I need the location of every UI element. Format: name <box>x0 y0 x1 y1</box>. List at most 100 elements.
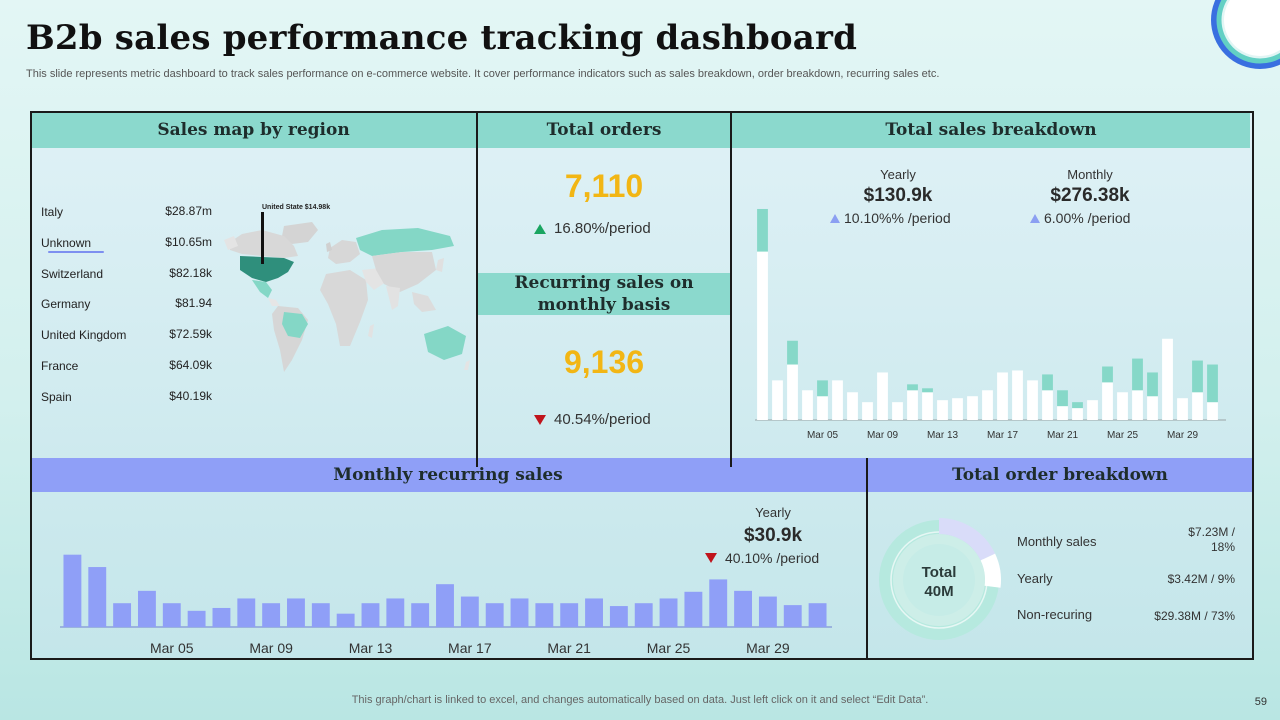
map-se-asia[interactable] <box>412 292 436 312</box>
recurring-bar-25[interactable] <box>659 598 678 627</box>
sales-bar-recurring-20[interactable] <box>1042 374 1053 391</box>
recurring-bar-7[interactable] <box>212 607 231 627</box>
region-name-spain: Spain <box>41 390 72 404</box>
recurring-bar-30[interactable] <box>783 605 802 627</box>
sales-bar-base-29[interactable] <box>1177 398 1188 420</box>
sales-bar-base-24[interactable] <box>1102 382 1113 420</box>
map-greenland[interactable] <box>282 222 318 244</box>
sales-bar-recurring-26[interactable] <box>1132 358 1143 391</box>
sales-bar-base-25[interactable] <box>1117 392 1128 420</box>
recurring-bar-10[interactable] <box>287 598 305 627</box>
sales-bar-base-30[interactable] <box>1192 392 1203 420</box>
map-australia[interactable] <box>424 326 466 360</box>
sales-bar-base-9[interactable] <box>877 372 888 420</box>
sales-bar-base-12[interactable] <box>922 392 933 420</box>
sales-bar-recurring-3[interactable] <box>787 340 798 365</box>
recurring-bar-18[interactable] <box>485 603 504 627</box>
sales-bar-base-23[interactable] <box>1087 400 1098 420</box>
recurring-bar-24[interactable] <box>634 603 653 627</box>
recurring-bar-19[interactable] <box>510 598 529 627</box>
sales-bar-base-8[interactable] <box>862 402 873 420</box>
map-brazil[interactable] <box>282 312 308 338</box>
sales-bar-base-22[interactable] <box>1072 408 1083 420</box>
sales-bar-base-19[interactable] <box>1027 380 1038 420</box>
recurring-bar-6[interactable] <box>187 610 206 627</box>
sales-bar-recurring-1[interactable] <box>757 208 768 252</box>
recurring-bar-3[interactable] <box>113 603 132 627</box>
sales-bar-recurring-5[interactable] <box>817 380 828 397</box>
sales-bar-base-13[interactable] <box>937 400 948 420</box>
recurring-bar-26[interactable] <box>684 591 703 627</box>
map-mexico[interactable] <box>252 280 272 298</box>
map-japan[interactable] <box>436 258 444 272</box>
recurring-bar-16[interactable] <box>436 584 454 627</box>
map-europe[interactable] <box>328 240 360 264</box>
sales-bar-base-7[interactable] <box>847 392 858 420</box>
recurring-bar-14[interactable] <box>386 598 405 627</box>
recurring-bar-21[interactable] <box>560 603 579 627</box>
recurring-bar-22[interactable] <box>585 598 603 627</box>
recurring-bar-28[interactable] <box>734 590 753 627</box>
map-uk[interactable] <box>326 242 332 252</box>
map-central-america[interactable] <box>268 298 280 306</box>
map-asia[interactable] <box>372 252 436 292</box>
recurring-bar-13[interactable] <box>361 603 380 627</box>
sales-bar-base-26[interactable] <box>1132 390 1143 420</box>
recurring-bar-4[interactable] <box>137 590 156 627</box>
sales-bar-base-27[interactable] <box>1147 396 1158 420</box>
recurring-bar-29[interactable] <box>758 596 777 627</box>
sales-bar-base-28[interactable] <box>1162 338 1173 420</box>
donut-slice-yearly[interactable] <box>980 553 1001 588</box>
sales-bar-base-11[interactable] <box>907 390 918 420</box>
map-africa[interactable] <box>320 270 368 346</box>
sales-bar-base-10[interactable] <box>892 402 903 420</box>
sales-bar-base-6[interactable] <box>832 380 843 420</box>
recurring-bar-9[interactable] <box>262 603 281 627</box>
sales-bar-recurring-12[interactable] <box>922 388 933 393</box>
map-usa[interactable] <box>240 256 294 282</box>
recurring-bar-5[interactable] <box>162 603 181 627</box>
recurring-bar-27[interactable] <box>709 579 728 627</box>
sales-bar-base-2[interactable] <box>772 380 783 420</box>
sales-bar-base-20[interactable] <box>1042 390 1053 420</box>
sales-bar-recurring-27[interactable] <box>1147 372 1158 397</box>
recurring-bar-11[interactable] <box>311 603 330 627</box>
sales-bar-recurring-30[interactable] <box>1192 360 1203 393</box>
map-india[interactable] <box>386 286 400 310</box>
map-alaska[interactable] <box>224 236 238 250</box>
donut-slice-monthly[interactable] <box>939 518 996 561</box>
recurring-bar-1[interactable] <box>63 554 82 627</box>
sales-bar-base-5[interactable] <box>817 396 828 420</box>
sales-bar-base-17[interactable] <box>997 372 1008 420</box>
recurring-bar-31[interactable] <box>808 603 827 627</box>
sales-bar-base-3[interactable] <box>787 364 798 420</box>
sales-bar-recurring-31[interactable] <box>1207 364 1218 403</box>
sales-bar-recurring-24[interactable] <box>1102 366 1113 383</box>
map-canada[interactable] <box>230 230 298 258</box>
sales-breakdown-chart[interactable]: Mar 05 Mar 09 Mar 13 Mar 17 Mar 21 Mar 25 Mar … <box>750 200 1230 450</box>
sales-bar-base-1[interactable] <box>757 251 768 420</box>
recurring-bar-17[interactable] <box>460 596 479 627</box>
recurring-bar-8[interactable] <box>237 598 256 627</box>
sales-bar-base-16[interactable] <box>982 390 993 420</box>
sales-bar-base-4[interactable] <box>802 390 813 420</box>
recurring-bar-23[interactable] <box>609 606 628 627</box>
sales-bar-base-14[interactable] <box>952 398 963 420</box>
sales-bar-recurring-21[interactable] <box>1057 390 1068 407</box>
recurring-bar-2[interactable] <box>88 567 107 627</box>
recurring-bar-20[interactable] <box>535 603 554 627</box>
map-russia[interactable] <box>356 228 454 256</box>
order-breakdown-donut[interactable] <box>872 513 1006 647</box>
monthly-recurring-chart[interactable]: Mar 05 Mar 09 Mar 13 Mar 17 Mar 21 Mar 25 Mar … <box>55 540 845 660</box>
sales-bar-base-18[interactable] <box>1012 370 1023 420</box>
recurring-bar-15[interactable] <box>411 603 430 627</box>
sales-bar-base-31[interactable] <box>1207 402 1218 420</box>
sales-bar-recurring-22[interactable] <box>1072 402 1083 409</box>
sales-bar-base-15[interactable] <box>967 396 978 420</box>
world-map[interactable] <box>222 200 472 390</box>
map-madagascar[interactable] <box>368 324 374 338</box>
sales-bar-base-21[interactable] <box>1057 406 1068 420</box>
sales-bar-recurring-11[interactable] <box>907 384 918 391</box>
map-new-zealand[interactable] <box>464 360 470 370</box>
recurring-bar-12[interactable] <box>336 613 355 627</box>
